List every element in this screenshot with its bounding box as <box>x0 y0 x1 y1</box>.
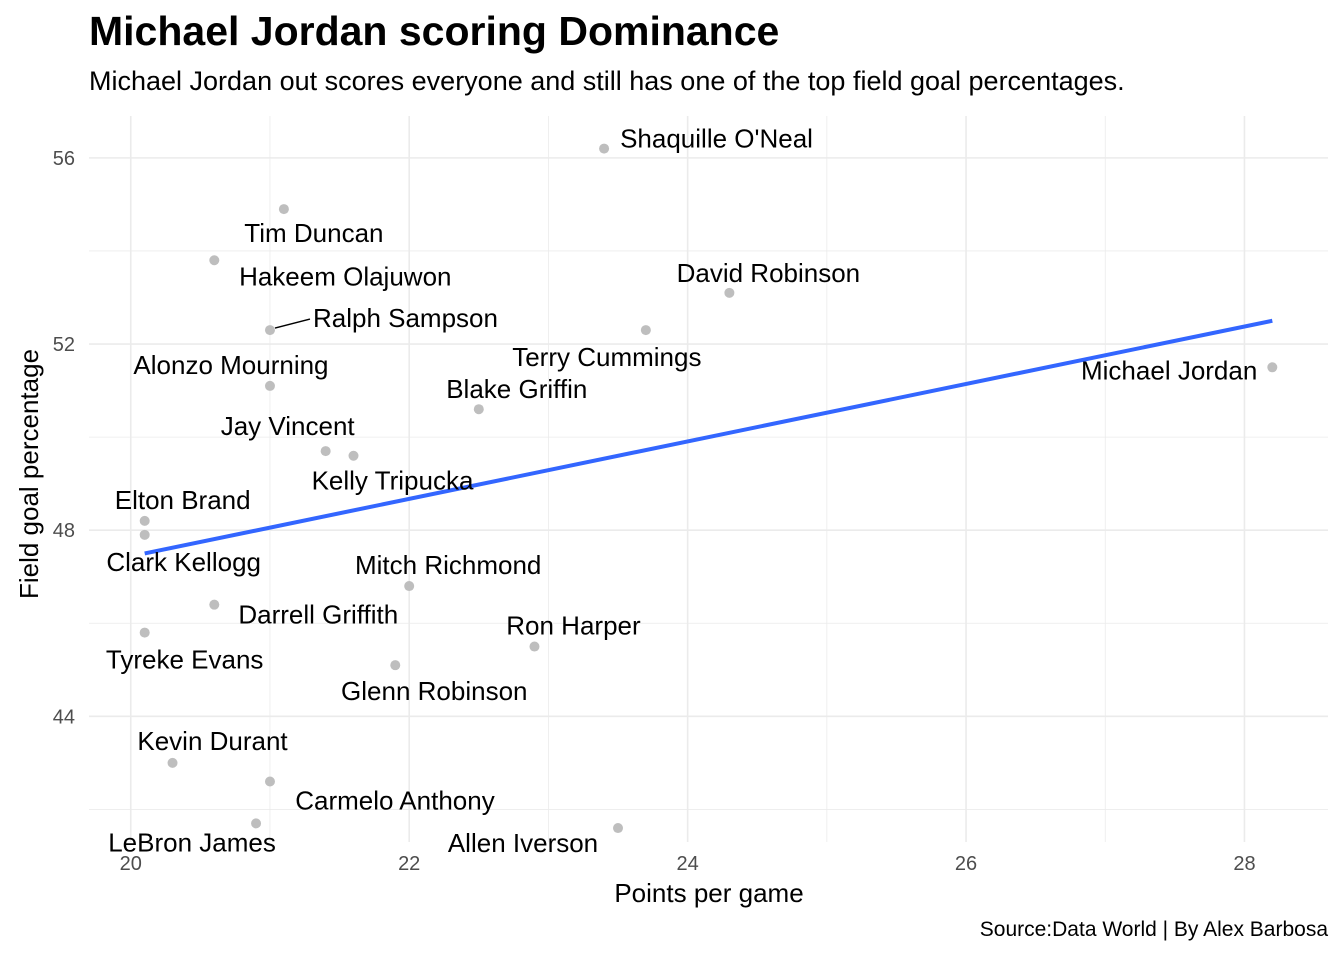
data-point <box>251 818 262 829</box>
point-label: Carmelo Anthony <box>295 786 494 816</box>
point-label: Kelly Tripucka <box>312 466 474 496</box>
point-label: Allen Iverson <box>448 828 598 858</box>
data-points <box>139 143 1278 834</box>
point-label: Tyreke Evans <box>106 645 264 675</box>
data-point <box>529 641 540 652</box>
point-label: LeBron James <box>108 827 276 857</box>
point-label: Kevin Durant <box>137 726 288 756</box>
point-label: Ralph Sampson <box>313 303 498 333</box>
point-labels: Shaquille O'Neal Tim Duncan Hakeem Olajuwo… <box>106 124 1257 858</box>
point-label: Jay Vincent <box>221 411 356 441</box>
point-label: Shaquille O'Neal <box>620 124 813 154</box>
point-label: Terry Cummings <box>512 342 701 372</box>
x-tick-label: 24 <box>676 853 698 875</box>
data-point <box>167 757 178 768</box>
data-point <box>264 325 275 336</box>
point-label: Glenn Robinson <box>341 676 527 706</box>
x-tick-label: 22 <box>398 853 420 875</box>
chart-subtitle: Michael Jordan out scores everyone and s… <box>89 66 1125 96</box>
data-point <box>1267 362 1278 373</box>
grid-lines <box>89 116 1328 842</box>
y-tick-label: 44 <box>53 706 75 728</box>
point-label: Ron Harper <box>506 611 641 641</box>
y-tick-label: 48 <box>53 520 75 542</box>
data-point <box>390 660 401 671</box>
data-point <box>613 823 624 834</box>
source-caption: Source:Data World | By Alex Barbosa <box>979 918 1328 941</box>
trend-line <box>144 318 1273 556</box>
data-point <box>473 404 484 415</box>
point-label: Elton Brand <box>115 485 251 515</box>
data-point <box>640 325 651 336</box>
point-label: Tim Duncan <box>244 218 383 248</box>
data-point <box>264 380 275 391</box>
x-axis-title: Points per game <box>614 878 803 908</box>
label-leader-line <box>274 318 311 329</box>
y-axis-title: Field goal percentage <box>14 349 44 599</box>
y-tick-label: 56 <box>53 148 75 170</box>
data-point <box>278 204 289 215</box>
data-point <box>348 450 359 461</box>
y-tick-label: 52 <box>53 334 75 356</box>
data-point <box>209 599 220 610</box>
x-tick-label: 20 <box>120 853 142 875</box>
axis-ticks: 20 22 24 26 28 44 48 52 56 <box>53 148 1256 875</box>
point-label: Clark Kellogg <box>106 547 261 577</box>
data-point <box>264 776 275 787</box>
data-point <box>724 287 735 298</box>
x-tick-label: 28 <box>1233 853 1255 875</box>
data-point <box>139 515 150 526</box>
point-label: Blake Griffin <box>446 374 587 404</box>
data-point <box>599 143 610 154</box>
trend-line-group <box>144 318 1273 556</box>
data-point <box>320 446 331 457</box>
point-label: Hakeem Olajuwon <box>239 261 451 291</box>
point-label: Alonzo Mourning <box>133 350 328 380</box>
data-point <box>139 627 150 638</box>
data-point <box>139 529 150 540</box>
x-tick-label: 26 <box>955 853 977 875</box>
point-label: Mitch Richmond <box>355 550 541 580</box>
chart-title: Michael Jordan scoring Dominance <box>89 8 780 54</box>
point-label: Michael Jordan <box>1081 355 1257 385</box>
point-label: Darrell Griffith <box>238 600 398 630</box>
data-point <box>404 581 415 592</box>
point-label: David Robinson <box>677 258 861 288</box>
data-point <box>209 255 220 266</box>
